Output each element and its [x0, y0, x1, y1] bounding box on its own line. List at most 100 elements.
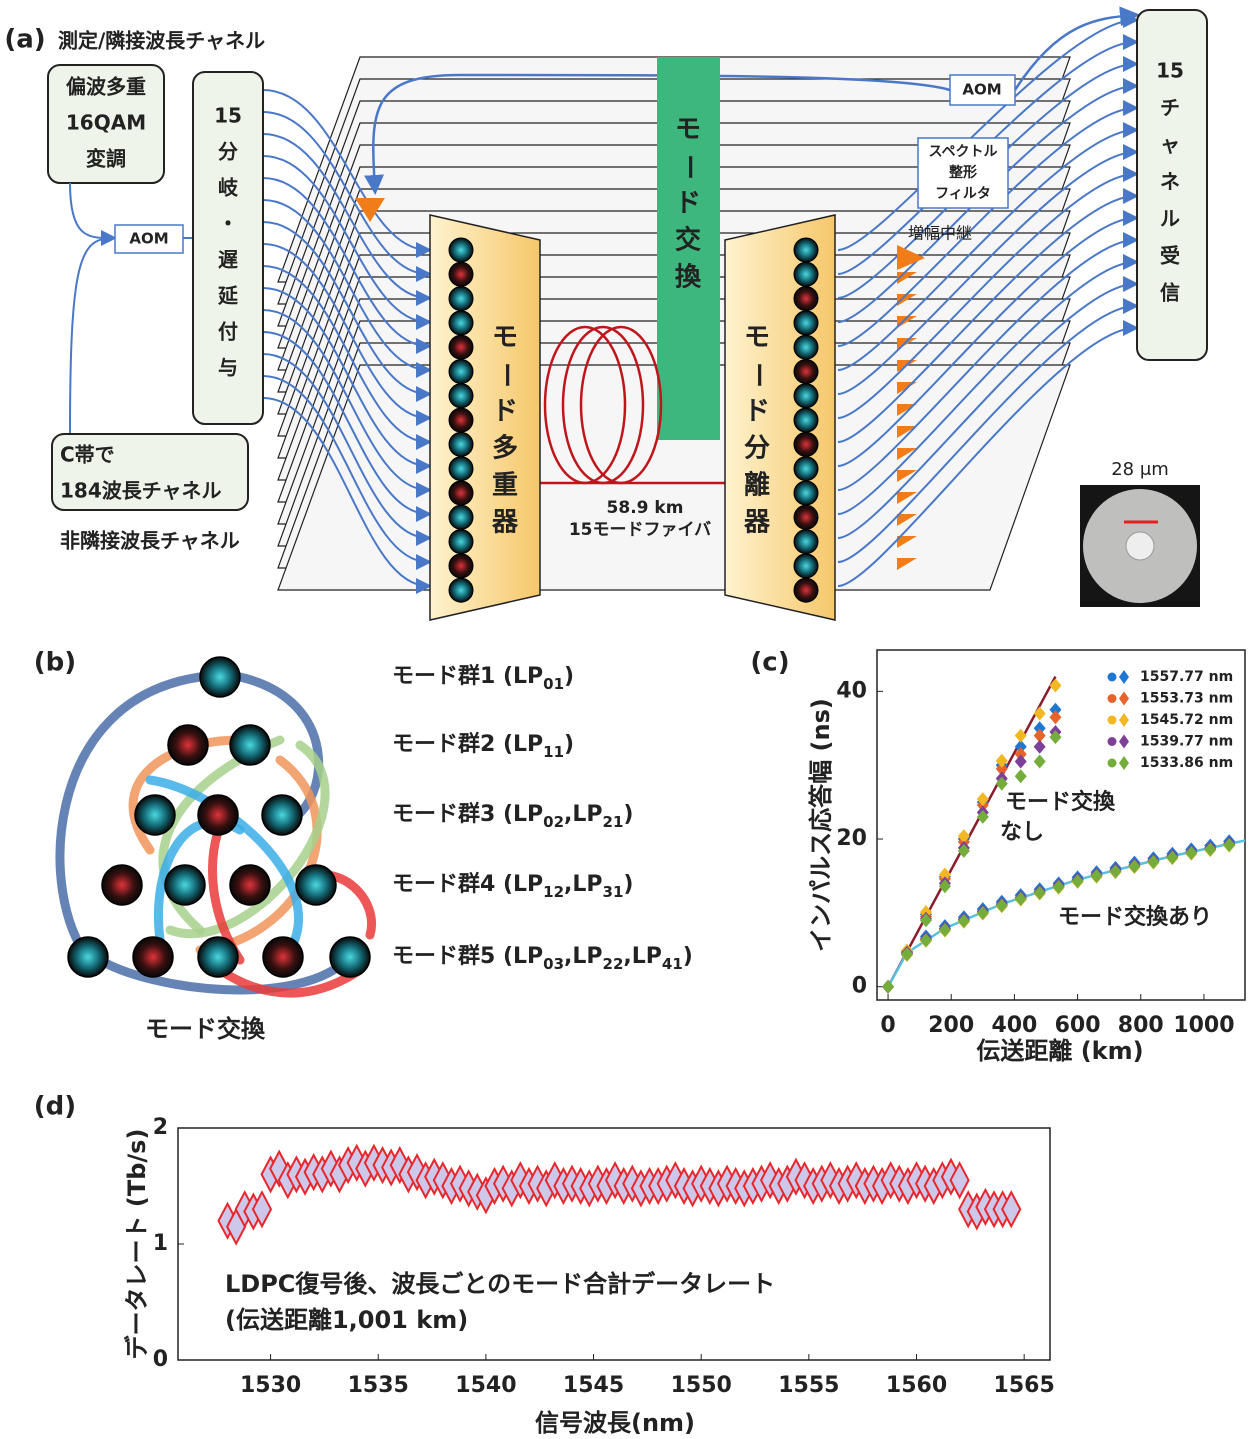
label-part: ,LP: [564, 944, 603, 969]
x-tick-label: 600: [1055, 1013, 1101, 1038]
mode-pattern: [168, 725, 208, 765]
source-text: 184波長チャネル: [60, 479, 222, 503]
legend-label: 1557.77 nm: [1140, 669, 1233, 685]
mode-pattern: [794, 335, 818, 359]
demux: [725, 215, 835, 620]
mode-group-label: モード群4 (LP12,LP31): [392, 871, 633, 901]
modulation-text: 変調: [86, 147, 126, 171]
legend-swatch: [1108, 694, 1117, 703]
legend-swatch: [1119, 692, 1129, 706]
subscript: 21: [603, 813, 624, 831]
data-point: [1015, 769, 1027, 783]
splitter-text: 15: [214, 104, 242, 128]
mode-pattern: [449, 432, 473, 456]
mode-exchange-caption: モード交換: [145, 1015, 266, 1043]
mode-exchange-text: モ: [675, 115, 701, 145]
subscript: 01: [543, 675, 564, 693]
splitter-text: 遅: [218, 248, 238, 272]
source-text: C帯で: [60, 443, 115, 467]
receiver-text: 信: [1160, 281, 1180, 305]
receiver-text: 15: [1156, 59, 1184, 83]
y-axis-title: インパルス応答幅 (ns): [807, 698, 835, 952]
data-point: [1015, 754, 1027, 768]
mode-pattern: [794, 262, 818, 286]
mode-pattern: [794, 432, 818, 456]
mode-pattern: [794, 578, 818, 602]
demux-text: 離: [744, 470, 770, 501]
aom-label: AOM: [129, 230, 168, 248]
legend-label: 1539.77 nm: [1140, 734, 1233, 750]
mode-pattern: [262, 795, 302, 835]
subscript: 41: [662, 955, 683, 973]
mode-pattern: [449, 238, 473, 262]
legend-label: 1545.72 nm: [1140, 712, 1233, 728]
mode-pattern: [794, 384, 818, 408]
x-tick-label: 200: [928, 1013, 974, 1038]
non-adjacent-label: 非隣接波長チャネル: [60, 529, 240, 553]
mode-pattern: [794, 481, 818, 505]
adjacent-label: 測定/隣接波長チャネル: [58, 29, 265, 53]
label-part: ,LP: [564, 872, 603, 897]
legend-swatch: [1119, 756, 1129, 770]
y-tick-label: 2: [153, 1115, 168, 1140]
subscript: 31: [603, 883, 624, 901]
mode-pattern: [296, 865, 336, 905]
label-part: モード群2 (LP: [392, 731, 543, 757]
mode-pattern: [198, 937, 238, 977]
subscript: 03: [543, 955, 564, 973]
mode-pattern: [230, 725, 270, 765]
mode-pattern: [449, 457, 473, 481]
mode-pattern: [263, 937, 303, 977]
receiver-text: ル: [1160, 207, 1180, 231]
x-tick-label: 400: [991, 1013, 1037, 1038]
amplifier-label: 増幅中継: [908, 224, 972, 243]
fiber-core: [1126, 532, 1154, 560]
splitter-text: 延: [217, 284, 239, 308]
receiver-text: チ: [1160, 96, 1180, 120]
legend-swatch: [1108, 716, 1117, 725]
demux-text: ー: [743, 362, 773, 388]
x-tick-label: 1555: [778, 1373, 839, 1398]
y-axis-title: データレート (Tb/s): [123, 1129, 151, 1360]
data-point: [1034, 754, 1046, 768]
aom-label: AOM: [962, 81, 1001, 99]
annotation: モード交換: [1005, 789, 1116, 815]
mux-text: 多: [492, 434, 518, 464]
label-part: モード群5 (LP: [392, 943, 543, 969]
x-tick-label: 1000: [1173, 1013, 1234, 1038]
panel-label: (c): [750, 648, 789, 678]
x-tick-label: 1540: [455, 1373, 516, 1398]
label-part: ,LP: [623, 944, 662, 969]
panel-label: (b): [34, 648, 76, 678]
mode-pattern: [449, 505, 473, 529]
subscript: 22: [603, 955, 624, 973]
y-tick-label: 40: [836, 678, 867, 703]
y-tick-label: 1: [153, 1231, 168, 1256]
mux: [430, 215, 540, 620]
mode-exchange-text: 換: [675, 263, 702, 293]
mode-pattern: [794, 530, 818, 554]
panel-label: (a): [4, 25, 45, 55]
mode-group-label: モード群2 (LP11): [392, 731, 574, 761]
label-part: ): [623, 802, 633, 827]
mode-pattern: [68, 937, 108, 977]
y-tick-label: 0: [852, 974, 867, 999]
x-tick-label: 1535: [348, 1373, 409, 1398]
demux-text: ド: [744, 397, 770, 427]
x-tick-label: 0: [880, 1013, 895, 1038]
legend-label: 1533.86 nm: [1140, 755, 1233, 771]
mode-pattern: [135, 795, 175, 835]
feed-line: [70, 183, 113, 238]
data-point: [882, 980, 894, 994]
modulation-text: 偏波多重: [66, 75, 146, 99]
mode-pattern: [449, 384, 473, 408]
filter-text: 整形: [948, 164, 977, 181]
demux-text: モ: [744, 323, 770, 353]
demux-text: 器: [743, 508, 771, 538]
core-size-label: 28 μm: [1111, 459, 1169, 480]
mode-group-label: モード群3 (LP02,LP21): [392, 801, 633, 831]
y-tick-label: 20: [836, 826, 867, 851]
subscript: 11: [543, 743, 564, 761]
x-tick-label: 1565: [994, 1373, 1055, 1398]
label-part: ): [623, 872, 633, 897]
